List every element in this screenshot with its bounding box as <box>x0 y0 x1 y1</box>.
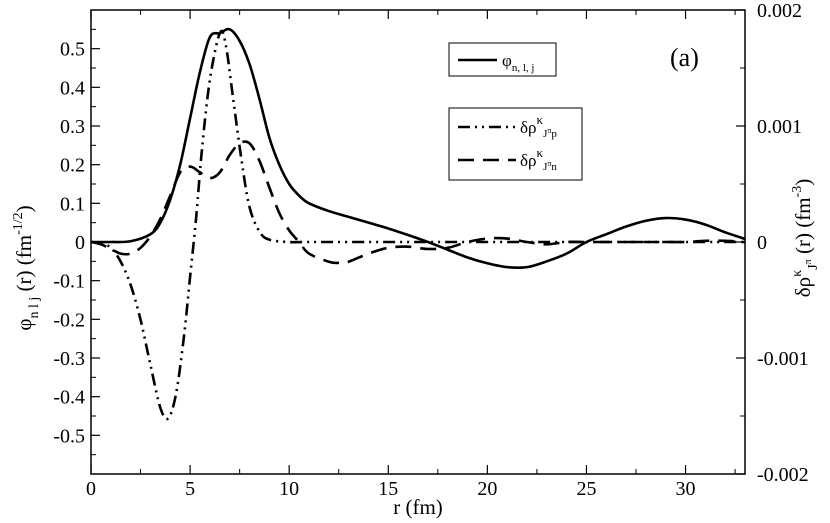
y-left-title-sup: -1/2 <box>11 212 26 235</box>
y-left-tick-label: 0 <box>75 232 85 254</box>
legend-subtail: p <box>551 128 557 140</box>
legend-subsup: π <box>547 126 551 135</box>
legend-label-3: δρκJπn <box>520 145 557 173</box>
series-line-drho_p <box>90 29 745 421</box>
ticks-layer: 0 5 10 15 20 25 30 0.5 0.4 0.3 0.2 0.1 0 -0.1 -0.2 -0.3… <box>53 0 808 500</box>
x-tick-label: 20 <box>477 478 497 500</box>
y-right-title-subsup: π <box>803 259 814 264</box>
x-tick-label: 10 <box>279 478 299 500</box>
legend-subsup: π <box>547 159 551 168</box>
legend-base: δρ <box>520 118 537 137</box>
y-right-tick-label: -0.001 <box>757 348 809 370</box>
y-right-tick-label: 0.001 <box>757 116 802 138</box>
y-right-title-close: ) <box>791 179 815 186</box>
legend-sub: J <box>543 128 548 140</box>
series-layer <box>90 27 746 421</box>
y-left-tick-label: -0.2 <box>53 309 85 331</box>
y-right-title-rest: (r) (fm <box>791 197 815 259</box>
y-left-tick-label: -0.4 <box>53 387 85 409</box>
y-left-title-sub: n l j <box>27 297 42 319</box>
y-axis-right-title: δρκJπ (r) (fm-3) <box>790 179 821 297</box>
y-left-tick-label: 0.4 <box>60 77 85 99</box>
y-right-title-unitsup: -3 <box>790 186 805 198</box>
y-right-title-sup: κ <box>790 270 805 277</box>
x-tick-label: 0 <box>86 478 96 500</box>
series-line-phi <box>90 27 746 270</box>
legend-box-2 <box>448 107 583 181</box>
y-left-tick-label: -0.1 <box>53 271 85 293</box>
legend-base: φ <box>502 51 512 70</box>
legend-subtail: n <box>551 161 557 173</box>
y-left-title-close: ) <box>12 205 36 212</box>
legend-sub: n, l, j <box>512 62 535 74</box>
y-axis-left-title: φn l j (r) (fm-1/2) <box>11 205 42 330</box>
y-left-title-base: φ <box>12 319 36 331</box>
legend-label-1: φn, l, j <box>502 51 534 74</box>
legend-box-1 <box>448 42 557 77</box>
y-left-tick-label: 0.1 <box>60 193 85 215</box>
x-tick-label: 30 <box>676 478 696 500</box>
y-left-tick-label: 0.3 <box>60 116 85 138</box>
y-right-tick-label: 0.002 <box>757 0 802 22</box>
y-right-title-sub: J <box>806 264 821 270</box>
y-left-tick-label: -0.3 <box>53 348 85 370</box>
x-tick-label: 5 <box>185 478 195 500</box>
y-right-tick-label: 0 <box>757 232 767 254</box>
legend-base: δρ <box>520 151 537 170</box>
x-tick-label: 25 <box>576 478 596 500</box>
y-right-tick-label: -0.002 <box>757 464 809 486</box>
legend-sup: κ <box>537 145 544 160</box>
y-left-tick-label: 0.2 <box>60 155 85 177</box>
x-axis-title: r (fm) <box>393 495 443 519</box>
panel-label: (a) <box>670 43 699 72</box>
series-line-drho_n <box>90 140 746 265</box>
legend-label-2: δρκJπp <box>520 112 557 140</box>
legend-sub: J <box>543 161 548 173</box>
x-tick-label: 15 <box>378 478 398 500</box>
legend-sup: κ <box>537 112 544 127</box>
y-left-tick-label: -0.5 <box>53 425 85 447</box>
y-left-title-rest: (r) (fm <box>12 235 36 297</box>
y-left-tick-label: 0.5 <box>60 39 85 61</box>
y-right-title-base: δρ <box>791 277 815 297</box>
